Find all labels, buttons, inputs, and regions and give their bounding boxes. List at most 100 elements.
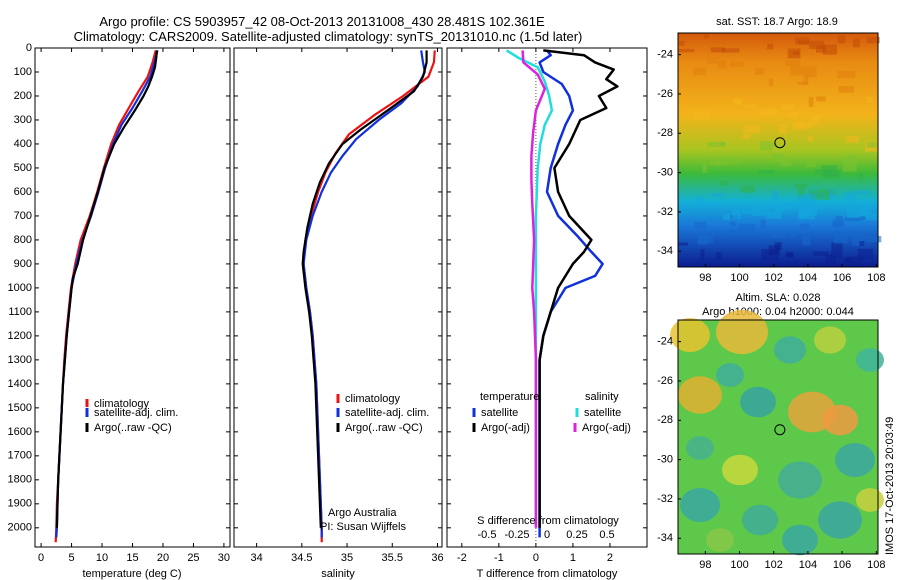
- y-tick-label: 1000: [8, 282, 32, 294]
- sla-texture-blob: [856, 348, 884, 372]
- diff-legend-t-argo: Argo(-adj): [481, 422, 530, 434]
- sst-texture-cell: [817, 206, 823, 210]
- sst-texture-cell: [758, 170, 775, 174]
- sst-texture-cell: [822, 44, 837, 55]
- sst-texture-cell: [700, 249, 705, 260]
- sst-texture-cell: [807, 136, 814, 142]
- sst-texture-cell: [721, 141, 726, 146]
- sst-texture-cell: [867, 96, 873, 103]
- sst-texture-cell: [786, 251, 794, 257]
- sst-texture-cell: [813, 251, 829, 256]
- map-x-tick-label: 102: [765, 272, 783, 284]
- sst-texture-cell: [817, 189, 831, 200]
- sst-texture-cell: [858, 173, 864, 183]
- temperature-legend-argo: Argo(..raw -QC): [94, 422, 172, 434]
- x-tick-label: -2: [457, 552, 467, 564]
- sst-texture-cell: [767, 43, 774, 50]
- sst-texture-cell: [866, 235, 882, 243]
- map-y-tick-label: -28: [657, 414, 673, 426]
- x-tick-label: 0: [38, 552, 44, 564]
- sst-texture-cell: [843, 258, 852, 263]
- sla-texture-blob: [774, 336, 806, 364]
- sst-texture-cell: [787, 48, 801, 59]
- sst-map-image: [678, 33, 878, 267]
- sst-texture-cell: [773, 204, 784, 213]
- map-x-tick-label: 106: [833, 559, 851, 571]
- sst-texture-cell: [760, 219, 766, 228]
- difference-profile-panel: -2 -1 0 1 2 T difference from climatology S …: [446, 47, 648, 580]
- credit-line-2: PI: Susan Wijffels: [320, 521, 406, 533]
- sla-texture-blob: [722, 454, 758, 486]
- sst-texture-cell: [678, 48, 695, 53]
- sst-texture-cell: [707, 142, 726, 147]
- salinity-axes-frame: [233, 47, 443, 548]
- sst-map-texture: [678, 34, 882, 268]
- map-x-tick-label: 108: [867, 559, 885, 571]
- x-tick-label: 35: [341, 552, 353, 564]
- sst-texture-cell: [816, 96, 826, 102]
- salinity-legend-satellite: satellite-adj. clim.: [345, 407, 429, 419]
- sst-texture-cell: [705, 202, 718, 207]
- sst-texture-cell: [789, 111, 799, 118]
- sst-texture-cell: [729, 230, 740, 237]
- sst-texture-cell: [851, 235, 866, 246]
- temperature-legend-satellite: satellite-adj. clim.: [94, 407, 178, 419]
- sst-texture-cell: [846, 155, 856, 164]
- difference-x-label-s: S difference from climatology: [477, 515, 619, 527]
- diff-legend-t-satellite: satellite: [481, 407, 518, 419]
- map-x-tick-label: 98: [699, 559, 711, 571]
- sst-texture-cell: [721, 48, 740, 53]
- sla-texture-blob: [818, 501, 862, 539]
- sst-texture-cell: [837, 35, 846, 44]
- sst-texture-cell: [835, 215, 843, 221]
- sla-texture-blob: [856, 488, 884, 512]
- y-tick-label: 1400: [8, 378, 32, 390]
- figure-title-line-1: Argo profile: CS 5903957_42 08-Oct-2013 …: [99, 14, 545, 29]
- y-tick-label: 1700: [8, 450, 32, 462]
- sst-texture-cell: [779, 123, 787, 135]
- sst-texture-cell: [772, 190, 779, 202]
- sst-texture-cell: [714, 230, 721, 235]
- x-tick-label: 30: [218, 552, 230, 564]
- sla-texture-blob: [680, 488, 720, 522]
- x-tick-label: 25: [187, 552, 199, 564]
- temperature-profile-panel: 0 5 10 15 20 25 300100200300400500600700800900…: [8, 42, 231, 580]
- sla-texture-blob: [716, 363, 744, 387]
- sst-texture-cell: [810, 114, 821, 126]
- sla-map-frame: [677, 319, 879, 555]
- sla-texture-blob: [782, 524, 818, 556]
- s-tick-label: 0.25: [566, 529, 587, 541]
- sst-texture-cell: [693, 111, 710, 120]
- y-tick-label: 100: [14, 66, 32, 78]
- sst-texture-cell: [771, 143, 777, 147]
- sst-texture-cell: [780, 104, 796, 110]
- sst-texture-cell: [866, 36, 880, 44]
- x-tick-label: -1: [494, 552, 504, 564]
- sst-texture-cell: [794, 183, 809, 188]
- sst-texture-cell: [771, 234, 786, 239]
- sst-texture-cell: [724, 158, 740, 165]
- temperature-ticks: 0 5 10 15 20 25 300100200300400500600700800900…: [8, 42, 231, 564]
- sst-texture-cell: [772, 153, 785, 163]
- map-x-tick-label: 108: [867, 272, 885, 284]
- sla-texture-blob: [670, 318, 710, 352]
- series-line-salinity-satellite: [505, 49, 554, 528]
- y-tick-label: 600: [14, 186, 32, 198]
- sst-texture-cell: [816, 45, 827, 53]
- sst-texture-cell: [679, 40, 685, 46]
- diff-legend-s-satellite: satellite: [584, 407, 621, 419]
- difference-legend-salinity-header: salinity: [585, 391, 619, 403]
- y-tick-label: 1100: [8, 306, 32, 318]
- sst-texture-cell: [768, 245, 780, 255]
- sst-texture-cell: [694, 221, 707, 229]
- y-tick-label: 1900: [8, 498, 32, 510]
- sst-texture-cell: [802, 236, 811, 246]
- diff-legend-s-argo: Argo(-adj): [582, 422, 631, 434]
- sst-texture-cell: [845, 135, 859, 143]
- figure-title-line-2: Climatology: CARS2009. Satellite-adjuste…: [73, 29, 583, 44]
- map-x-tick-label: 98: [699, 272, 711, 284]
- sst-texture-cell: [832, 219, 845, 227]
- sst-texture-cell: [738, 223, 756, 234]
- y-tick-label: 1600: [8, 426, 32, 438]
